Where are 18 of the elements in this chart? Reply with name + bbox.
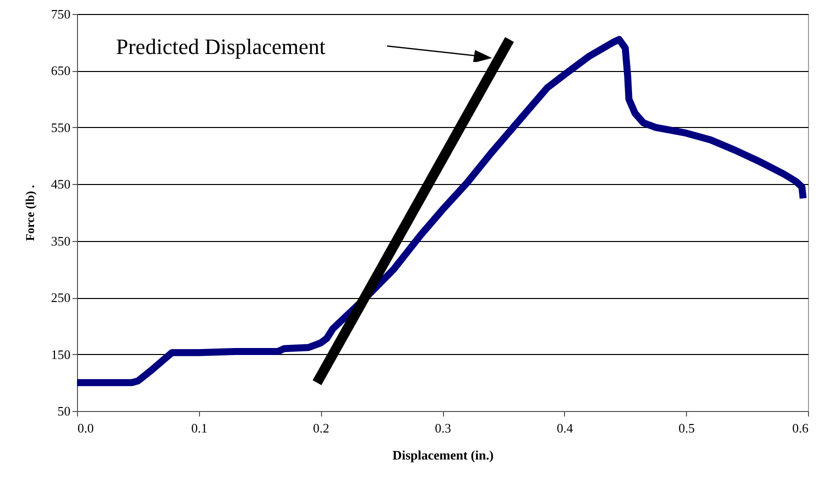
y-tick-label: 550: [51, 120, 70, 135]
annotation: Predicted Displacement: [116, 34, 326, 59]
x-tick-label: 0.5: [678, 420, 695, 436]
y-tick-label: 250: [51, 290, 70, 306]
x-tick-label: 0.6: [792, 420, 809, 436]
x-tick-label: 0.1: [191, 420, 208, 436]
y-tick-label: 150: [51, 346, 70, 362]
y-tick-label: 650: [51, 63, 70, 78]
x-tick-label: 0.3: [434, 420, 452, 436]
y-tick-label: 50: [58, 404, 70, 418]
x-axis-title: Displacement (in.): [392, 448, 494, 462]
x-tick-label: 0.2: [313, 420, 330, 436]
x-tick-label: 0.4: [556, 420, 574, 436]
y-tick-label: 750: [51, 6, 70, 22]
y-tick-label: 450: [51, 176, 70, 192]
y-tick-label: 350: [51, 233, 70, 248]
x-tick-label: 0.0: [78, 420, 94, 436]
y-axis-title: Force (lb) .: [23, 184, 37, 242]
